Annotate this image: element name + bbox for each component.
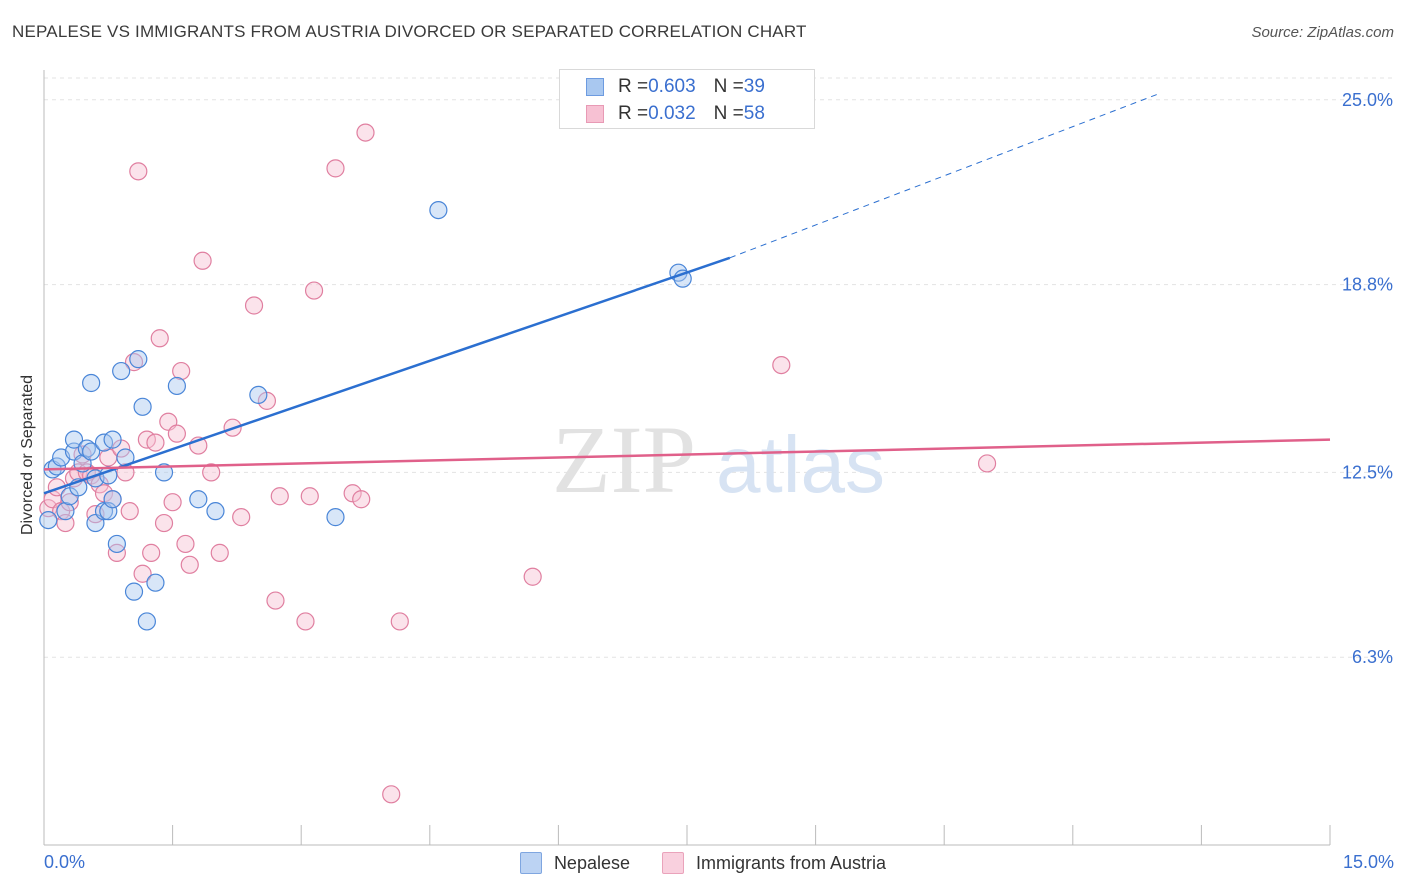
austria-point-25 [146,433,165,452]
austria-point-39 [232,508,251,527]
austria-trend-line [43,438,1331,471]
x-tick-label-min: 0.0% [44,852,86,872]
austria-point-42 [266,591,285,610]
legend-swatch-pink [586,105,604,123]
nepalese-point-21 [107,534,126,554]
legend-r-label: R = [618,76,649,97]
nepalese-point-19 [103,430,122,449]
nepalese-point-26 [133,397,152,416]
austria-point-53 [523,567,542,586]
nepalese-point-7 [64,430,84,449]
chart-title: NEPALESE VS IMMIGRANTS FROM AUSTRIA DIVO… [12,22,807,41]
legend-row-austria: R = 0.032 N = 58 [586,102,765,126]
austria-point-51 [382,785,401,804]
austria-point-44 [296,612,315,631]
legend-item-nepalese[interactable]: Nepalese [519,852,630,874]
austria-point-52 [390,612,409,631]
y-tick-label-2: 18.8% [1342,275,1393,295]
austria-point-19 [120,502,139,521]
austria-point-30 [167,424,186,443]
austria-point-32 [176,534,195,554]
nepalese-point-2 [47,457,66,476]
nepalese-point-0 [39,510,58,530]
austria-point-26 [150,329,169,348]
nepalese-point-28 [146,573,165,592]
legend-r-label: R = [618,103,649,124]
watermark-zip: ZIP [552,406,696,513]
nepalese-point-4 [56,502,75,521]
austria-point-54 [772,355,791,375]
nepalese-point-20 [103,490,122,509]
austria-point-40 [244,296,264,315]
legend-item-austria[interactable]: Immigrants from Austria [662,852,886,874]
nepalese-point-30 [167,376,186,396]
nepalese-point-11 [82,442,101,461]
y-tick-label-1: 12.5% [1342,462,1393,482]
nepalese-point-35 [429,200,448,220]
legend-label-nepalese: Nepalese [553,852,630,873]
series-legend: Nepalese Immigrants from Austria [0,852,1406,874]
nepalese-trend-line [43,256,731,495]
y-tick-labels: 6.3% 12.5% 18.8% 25.0% [1342,90,1393,667]
austria-point-37 [210,543,229,562]
austria-point-49 [352,490,371,509]
nepalese-point-33 [249,385,268,405]
legend-r-value: 0.032 [648,103,696,124]
x-tick-label-max: 15.0% [1342,852,1394,872]
legend-label-austria: Immigrants from Austria [696,852,887,873]
legend-swatch-nepalese [519,852,542,874]
austria-point-21 [129,162,148,181]
austria-point-46 [304,281,324,300]
nepalese-point-27 [137,612,156,631]
legend-n-label: N = [713,76,744,97]
nepalese-point-17 [99,502,118,521]
legend-n-label: N = [713,103,744,124]
austria-point-50 [356,123,375,142]
austria-point-24 [142,543,161,562]
correlation-legend: R = 0.603 N = 39 R = 0.032 N = 58 [559,69,815,129]
austria-point-5 [60,493,79,512]
series-nepalese-points [39,200,692,631]
y-tick-label-0: 6.3% [1352,647,1393,667]
legend-r-value: 0.603 [648,76,696,97]
nepalese-point-22 [112,361,131,381]
austria-point-43 [270,487,289,506]
source-label: Source: ZipAtlas.com [1251,24,1394,41]
austria-point-35 [193,251,212,270]
gridlines [44,77,1392,658]
austria-point-29 [163,493,182,512]
legend-swatch-austria [662,852,684,874]
legend-row-nepalese: R = 0.603 N = 39 [586,75,765,99]
nepalese-point-34 [326,508,345,527]
austria-point-22 [133,564,152,583]
austria-point-36 [202,463,221,482]
watermark-atlas: atlas [716,420,885,509]
nepalese-point-12 [82,373,101,393]
austria-point-33 [180,555,199,574]
nepalese-point-25 [129,350,148,369]
austria-point-31 [172,361,191,381]
austria-point-47 [326,159,345,178]
nepalese-point-32 [206,502,225,521]
nepalese-point-31 [189,490,208,509]
y-tick-label-3: 25.0% [1342,90,1393,110]
austria-point-45 [300,487,319,506]
austria-point-55 [977,454,997,473]
legend-n-value: 39 [743,76,765,97]
nepalese-point-24 [124,582,144,601]
axes [43,70,1331,846]
austria-point-27 [154,513,174,533]
nepalese-point-29 [154,463,174,482]
legend-swatch-blue [586,78,604,96]
trend-lines [43,93,1331,495]
legend-n-value: 58 [743,103,765,124]
